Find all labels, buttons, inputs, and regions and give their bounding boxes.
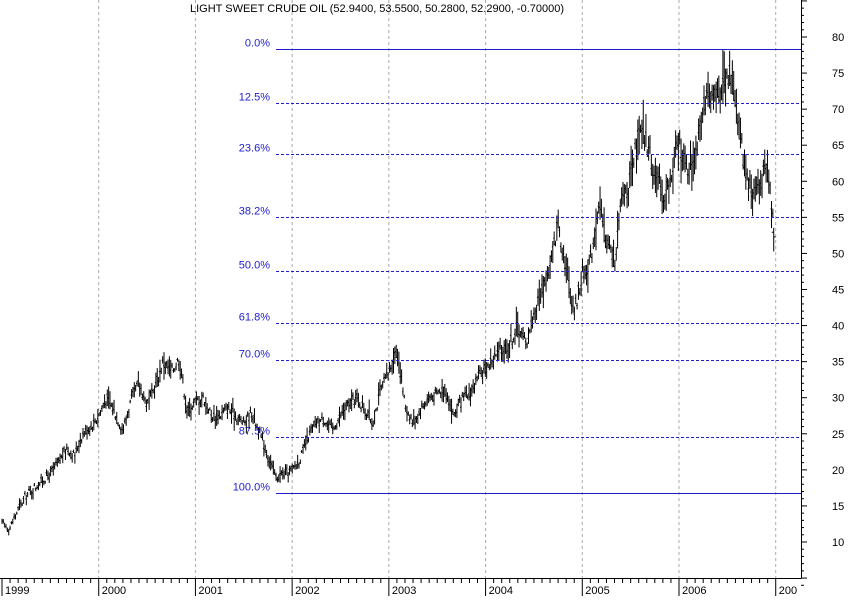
retracement-label: 23.6% (239, 143, 270, 155)
chart-title: LIGHT SWEET CRUDE OIL (52.9400, 53.5500,… (190, 3, 564, 15)
y-tick-label: 10 (832, 537, 844, 549)
retracement-label: 12.5% (239, 92, 270, 104)
y-tick-label: 30 (832, 393, 844, 405)
y-tick-label: 55 (832, 212, 844, 224)
x-tick-label: 2004 (489, 585, 513, 597)
price-bars (1, 49, 776, 536)
retracement-label: 50.0% (239, 260, 270, 272)
retracement-label: 70.0% (239, 349, 270, 361)
retracement-label: 38.2% (239, 206, 270, 218)
retracement-label: 87.5% (239, 426, 270, 438)
x-tick-label: 2005 (585, 585, 609, 597)
x-tick-label: 1999 (5, 585, 29, 597)
x-tick-label: 2006 (682, 585, 706, 597)
y-tick-label: 50 (832, 248, 844, 260)
y-tick-label: 65 (832, 140, 844, 152)
y-tick-label: 15 (832, 501, 844, 513)
y-tick-label: 20 (832, 465, 844, 477)
y-tick-label: 60 (832, 176, 844, 188)
y-tick-label: 35 (832, 357, 844, 369)
y-tick-label: 80 (832, 32, 844, 44)
x-tick-label: 2000 (102, 585, 126, 597)
retracement-label: 100.0% (233, 482, 271, 494)
y-tick-label: 40 (832, 321, 844, 333)
y-tick-label: 75 (832, 68, 844, 80)
x-tick-label: 200 (779, 585, 797, 597)
retracement-label: 0.0% (245, 38, 270, 50)
retracement-label: 61.8% (239, 312, 270, 324)
x-tick-label: 2001 (198, 585, 222, 597)
y-tick-label: 45 (832, 285, 844, 297)
y-tick-label: 70 (832, 104, 844, 116)
y-tick-label: 25 (832, 429, 844, 441)
x-tick-label: 2003 (392, 585, 416, 597)
x-tick-label: 2002 (295, 585, 319, 597)
